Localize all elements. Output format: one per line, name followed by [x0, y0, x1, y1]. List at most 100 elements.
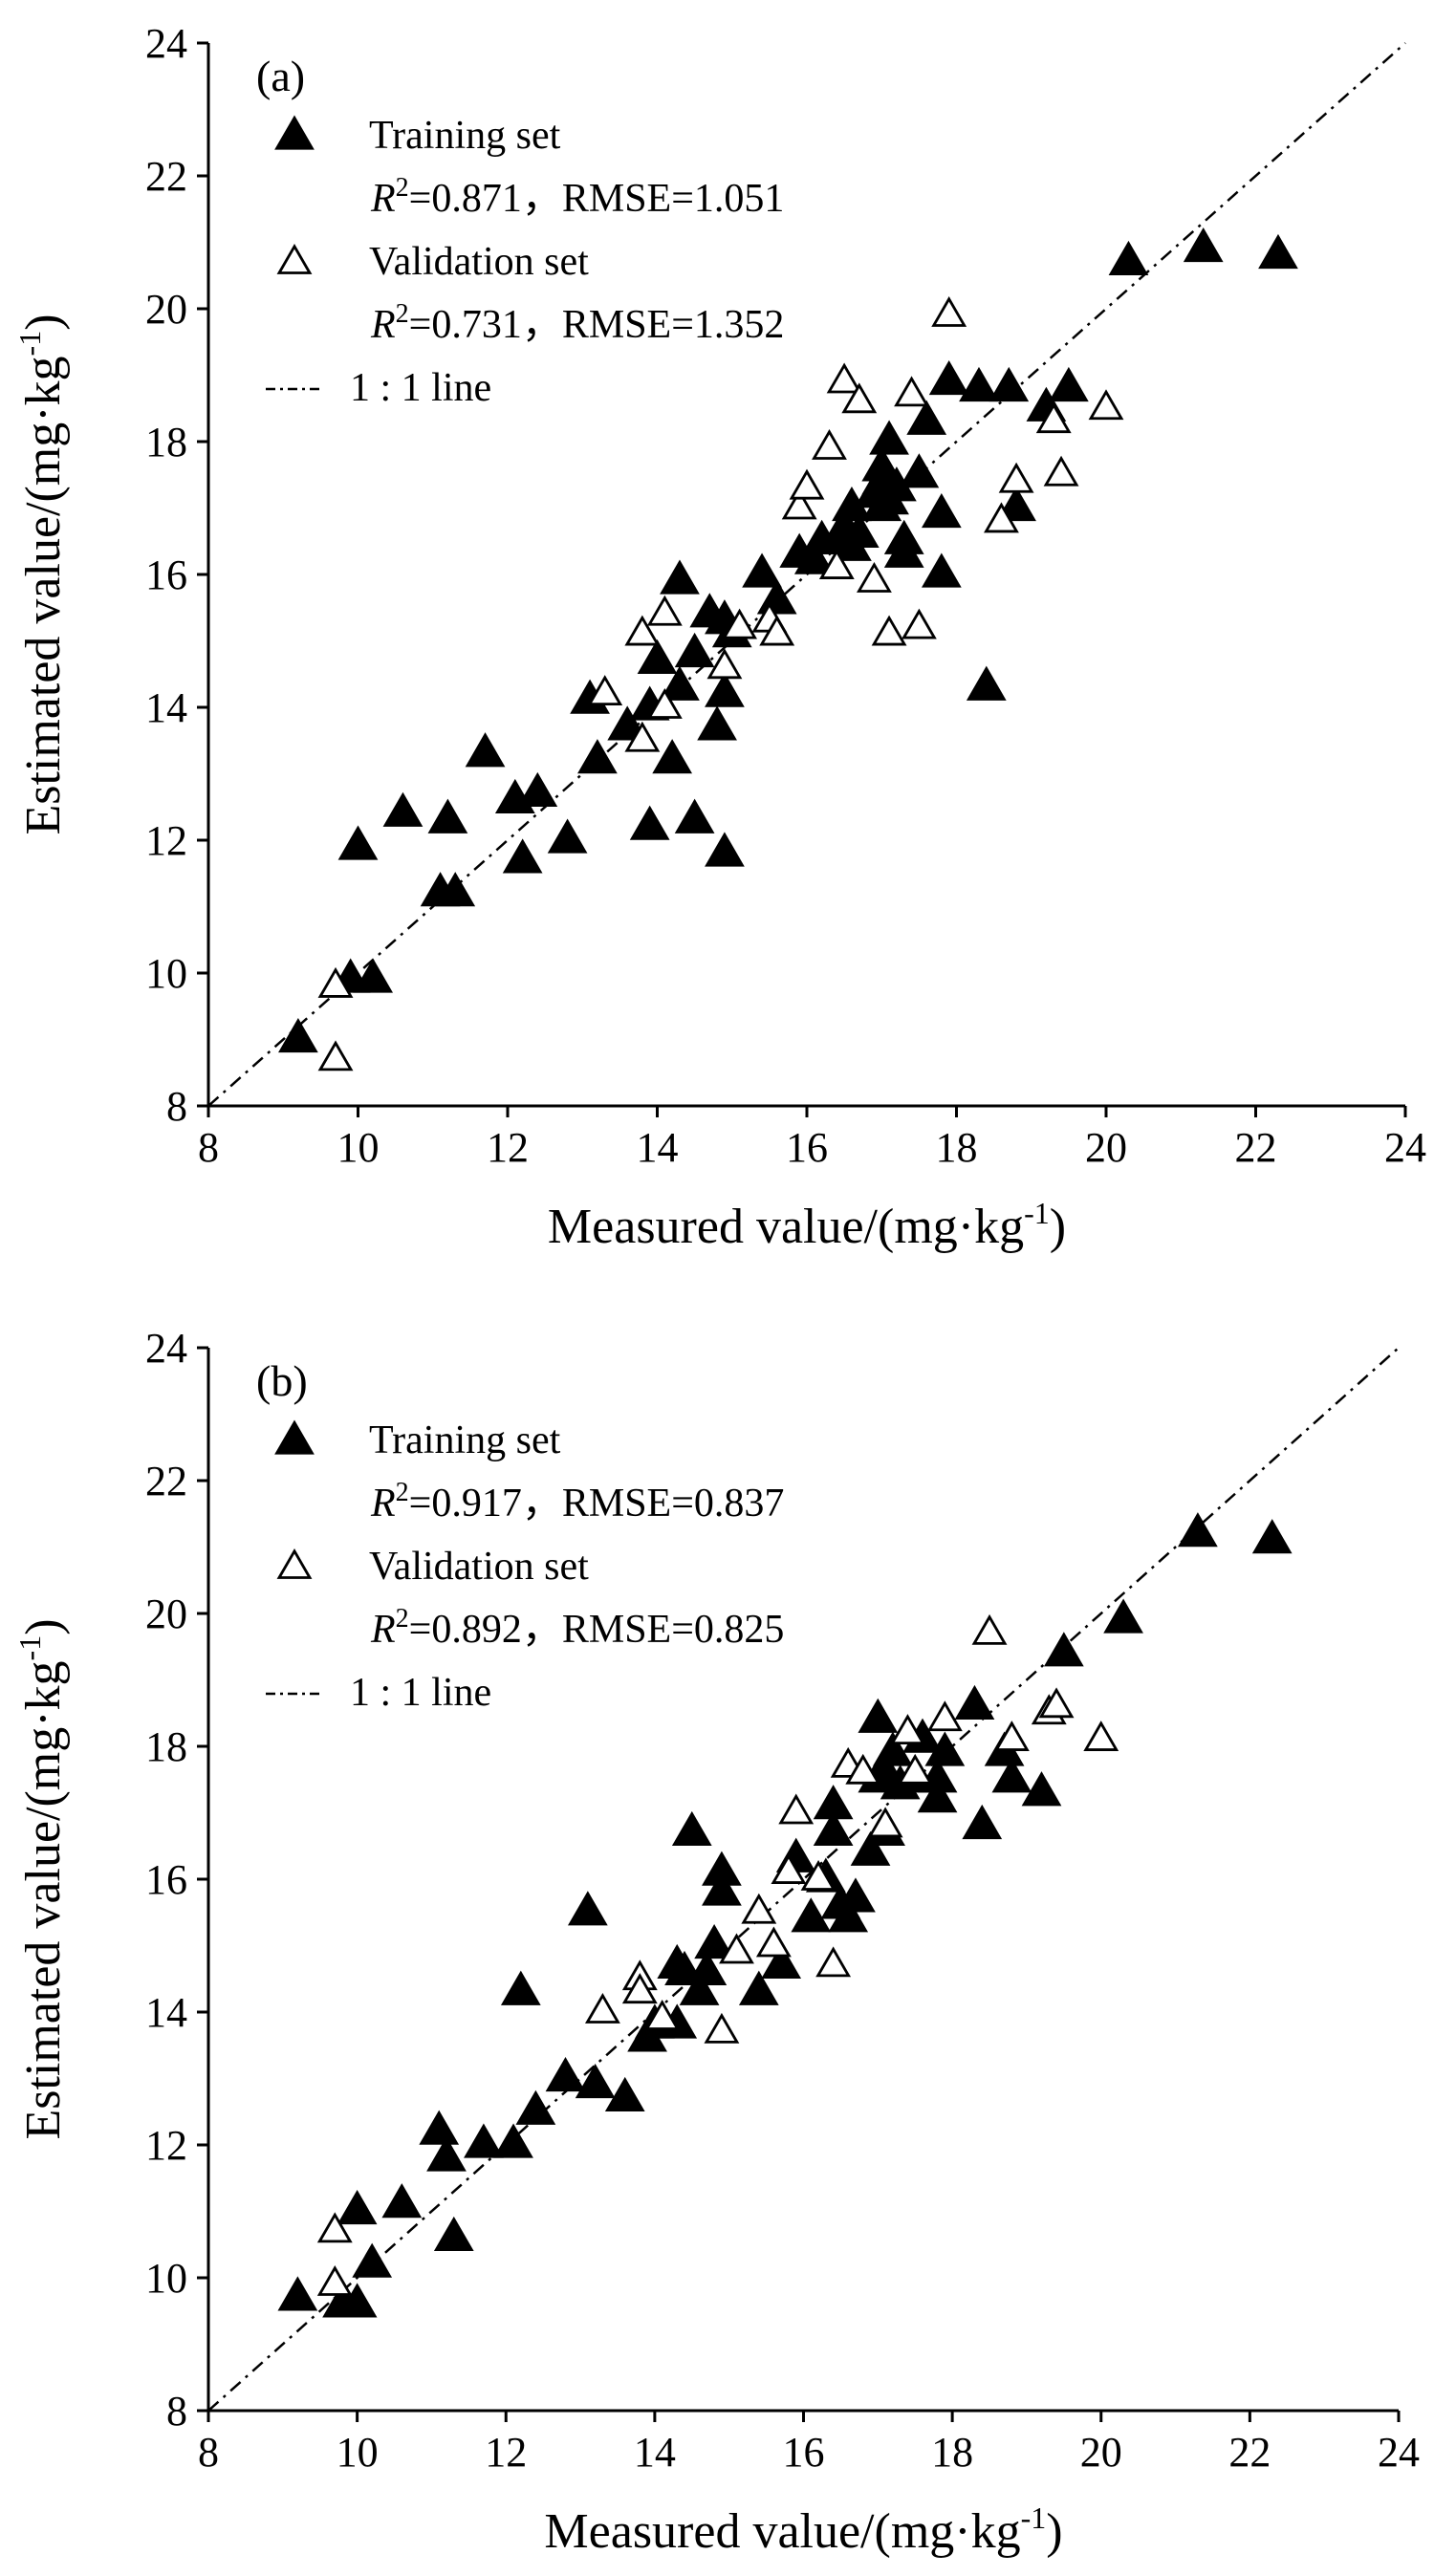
validation-series [317, 295, 1124, 1072]
legend-training-label: Training set [369, 1418, 561, 1462]
y-tick-label: 10 [145, 2255, 187, 2302]
one-to-one-line [207, 42, 1406, 1107]
training-point [337, 2283, 378, 2318]
validation-point [867, 1807, 903, 1838]
training-point [515, 2089, 556, 2125]
validation-point [644, 1999, 681, 2030]
y-axis-title-sup: -1 [12, 331, 47, 357]
y-axis-title-text: Estimated value/(mg·kg [16, 1660, 71, 2139]
training-point [502, 838, 543, 874]
x-tick-label: 16 [786, 1124, 828, 1171]
training-point [652, 739, 693, 774]
legend-r2-symbol: R [370, 177, 396, 221]
training-point [873, 1731, 913, 1766]
y-axis-title-end: ) [16, 1618, 71, 1634]
training-point [928, 359, 969, 396]
training-point [756, 579, 797, 615]
validation-point [894, 376, 929, 407]
training-point [705, 672, 745, 707]
training-point [1043, 1632, 1084, 1667]
legend-validation-marker [276, 1548, 313, 1579]
legend-training-stats: R2=0.871，RMSE=1.051 [370, 173, 784, 221]
legend-r2-sup: 2 [396, 299, 409, 329]
validation-point [1035, 402, 1072, 434]
training-point [567, 1891, 608, 1926]
validation-point [624, 721, 661, 752]
validation-point [317, 966, 354, 998]
validation-point [789, 468, 825, 500]
validation-point [815, 1946, 852, 1978]
legend-r2-sup: 2 [396, 173, 409, 203]
training-point [761, 1943, 802, 1980]
x-tick-label: 8 [198, 1124, 219, 1171]
training-point [577, 739, 618, 774]
y-tick-label: 8 [166, 2388, 187, 2435]
validation-point [998, 462, 1034, 493]
training-point [917, 1778, 958, 1813]
training-point [604, 2076, 645, 2112]
legend-validation-stats: R2=0.731，RMSE=1.352 [370, 299, 784, 347]
validation-point [316, 2264, 353, 2296]
legend-training-stats: R2=0.917，RMSE=0.837 [370, 1478, 784, 1526]
training-point [861, 446, 902, 482]
legend-line-label: 1 : 1 line [350, 366, 491, 410]
x-axis-title: Measured value/(mg·kg-1) [544, 2500, 1062, 2559]
training-point [517, 771, 558, 808]
validation-point [841, 382, 878, 414]
validation-point [1088, 389, 1124, 421]
training-point [793, 539, 835, 574]
x-tick-label: 18 [931, 2429, 973, 2476]
training-point [850, 1830, 891, 1866]
legend-validation-stats: R2=0.892，RMSE=0.825 [370, 1604, 784, 1652]
training-point [702, 1851, 742, 1886]
training-point [493, 2123, 533, 2158]
validation-point [704, 2012, 740, 2044]
validation-point [624, 615, 661, 646]
y-tick-label: 22 [145, 153, 187, 200]
training-point [660, 665, 700, 701]
x-axis-title-end: ) [1046, 2504, 1062, 2559]
training-point [962, 1804, 1003, 1840]
training-point [694, 1924, 734, 1959]
x-tick-label: 10 [337, 2429, 379, 2476]
training-point [1258, 233, 1298, 270]
legend: Training setR2=0.917，RMSE=0.837Validatio… [266, 1418, 784, 1715]
training-point [426, 2136, 467, 2172]
training-point [337, 2190, 378, 2225]
training-point [869, 420, 909, 455]
training-point [679, 1970, 720, 2005]
training-point [427, 798, 468, 833]
legend-training-label: Training set [369, 114, 561, 158]
x-tick-label: 20 [1080, 2429, 1122, 2476]
x-tick-label: 24 [1384, 1124, 1426, 1171]
training-point [278, 1018, 318, 1053]
chart-panel-a: 8 10 12 14 16 18 20 22 2481012141618202224Measur… [12, 20, 1426, 1254]
training-point [813, 1810, 854, 1847]
legend-validation-label: Validation set [369, 240, 589, 284]
y-axis-title-end: ) [16, 314, 71, 330]
x-tick-label: 22 [1228, 2429, 1271, 2476]
training-point [858, 1698, 899, 1733]
validation-point [897, 1753, 933, 1785]
legend-validation-stats-text: =0.731，RMSE=1.352 [409, 303, 785, 347]
training-point [671, 1810, 712, 1847]
training-point [674, 632, 715, 668]
validation-point [871, 615, 907, 646]
validation-point [755, 1926, 792, 1958]
validation-point [584, 1993, 620, 2024]
training-point [921, 552, 962, 588]
validation-point [778, 1793, 815, 1825]
x-axis-title: Measured value/(mg·kg-1) [548, 1196, 1066, 1254]
training-point [921, 492, 962, 529]
validation-point [621, 1973, 658, 2004]
training-point [337, 825, 379, 860]
training-point [545, 2057, 586, 2092]
training-point [547, 818, 588, 854]
validation-point [587, 675, 623, 706]
training-point [924, 1731, 966, 1766]
chart-panel-b: 8 10 12 14 16 18 20 22 2481012141618202224Measur… [12, 1325, 1420, 2559]
x-tick-label: 24 [1378, 2429, 1420, 2476]
training-point [381, 2183, 423, 2219]
legend-training-marker [274, 1419, 315, 1455]
